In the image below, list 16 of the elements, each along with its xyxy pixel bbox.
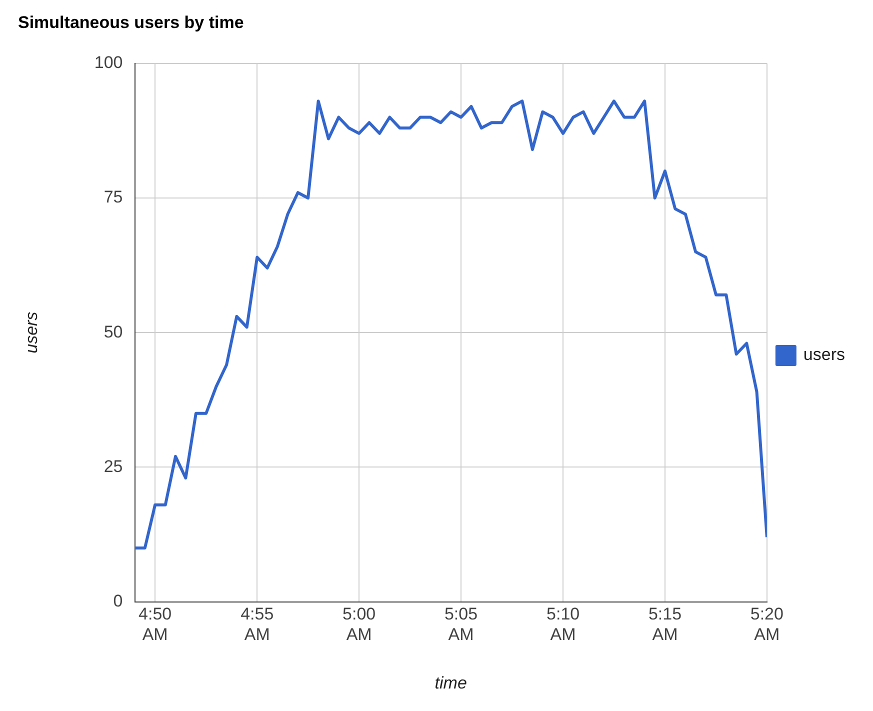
y-tick-label: 25 (104, 456, 123, 476)
legend-label: users (803, 345, 846, 364)
y-axis-title: users (22, 311, 41, 354)
y-tick-label: 100 (94, 53, 123, 72)
y-tick-label: 75 (104, 188, 123, 207)
y-tick-label: 0 (113, 591, 123, 610)
x-tick-label: 5:15 AM (648, 604, 682, 644)
x-tick-label: 4:50 AM (138, 604, 172, 644)
x-tick-label: 5:10 AM (546, 604, 580, 644)
x-tick-label: 5:00 AM (342, 604, 376, 644)
x-tick-label: 4:55 AM (240, 604, 274, 644)
chart-title: Simultaneous users by time (18, 12, 244, 32)
x-axis-title: time (434, 674, 467, 693)
x-tick-label: 5:20 AM (750, 604, 784, 644)
x-tick-label: 5:05 AM (444, 604, 478, 644)
y-tick-label: 50 (104, 322, 123, 342)
